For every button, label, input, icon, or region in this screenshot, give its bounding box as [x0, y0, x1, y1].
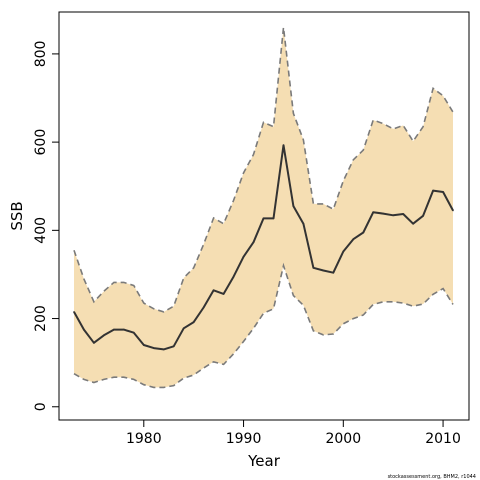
ssb-point: [302, 222, 305, 225]
ssb-point: [432, 189, 434, 192]
ssb-point: [402, 213, 405, 215]
x-axis-title: Year: [247, 452, 281, 470]
footer-note: stockassessment.org, BHM2, r1044: [388, 474, 476, 480]
x-tick-label: 1980: [126, 431, 162, 447]
ssb-point: [153, 347, 155, 349]
ssb-point: [123, 328, 125, 331]
ssb-point: [172, 345, 175, 348]
y-tick-label: 800: [33, 41, 49, 68]
ssb-point: [192, 321, 195, 323]
ssb-point: [222, 293, 225, 295]
x-tick-label: 1990: [226, 431, 262, 447]
ssb-point: [412, 222, 414, 225]
y-tick-label: 400: [33, 217, 49, 244]
ssb-point: [162, 348, 165, 351]
ssb-point: [182, 327, 185, 330]
ssb-point: [272, 217, 275, 220]
x-axis: 1980 1990 2000 2010: [126, 420, 461, 447]
ssb-point: [342, 250, 345, 253]
lower-bound-line: [73, 262, 454, 389]
ssb-point: [322, 269, 325, 272]
y-axis-title: SSB: [8, 201, 26, 230]
y-tick-label: 0: [33, 402, 49, 411]
ssb-point: [442, 191, 444, 193]
ssb-point: [93, 342, 95, 344]
ssb-point: [292, 205, 295, 207]
ssb-point: [83, 328, 85, 331]
confidence-band: [74, 27, 453, 388]
ssb-point: [133, 331, 135, 334]
ssb-point: [232, 275, 235, 278]
x-tick-label: 2000: [325, 431, 361, 447]
ssb-point: [143, 344, 145, 346]
ssb-point: [452, 209, 454, 212]
ssb-point: [282, 144, 285, 146]
upper-bound-line: [73, 27, 454, 313]
ssb-point: [372, 211, 375, 214]
confidence-band-area: [74, 27, 453, 388]
x-tick-label: 2010: [425, 431, 461, 447]
y-tick-label: 600: [33, 129, 49, 156]
ssb-point: [362, 231, 365, 234]
y-tick-label: 200: [33, 305, 49, 332]
ssb-point: [242, 255, 245, 258]
ssb-point: [352, 238, 355, 240]
ssb-point: [332, 271, 335, 274]
ssb-point: [73, 311, 75, 313]
ssb-point: [103, 334, 105, 337]
ssb-point: [202, 306, 205, 309]
ssb-point: [382, 212, 385, 215]
plot-frame: [58, 11, 470, 421]
ssb-point: [312, 267, 315, 269]
ssb-point: [422, 215, 424, 217]
ssb-point: [113, 328, 115, 331]
y-axis: 0 200 400 600 800: [33, 41, 59, 411]
ssb-point: [262, 217, 265, 220]
ssb-series: [73, 144, 454, 351]
ssb-point: [392, 214, 395, 217]
ssb-point: [212, 289, 215, 292]
confidence-bounds: [73, 27, 454, 389]
ssb-point: [252, 241, 255, 243]
